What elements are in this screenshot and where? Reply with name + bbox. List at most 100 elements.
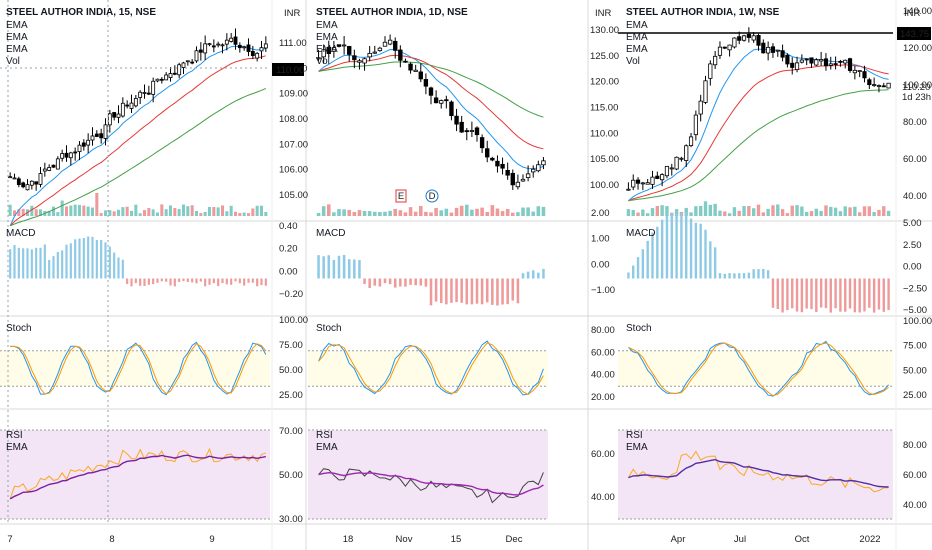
price-scale-label: 107.00 bbox=[279, 139, 308, 150]
volume-bar bbox=[708, 204, 713, 216]
candle-body bbox=[770, 46, 776, 53]
volume-bar bbox=[505, 208, 510, 216]
volume-bar bbox=[82, 205, 86, 216]
candle-body bbox=[413, 69, 418, 72]
candle-body bbox=[86, 139, 91, 146]
volume-bar bbox=[454, 207, 459, 216]
volume-bar bbox=[660, 205, 664, 216]
volume-bar bbox=[207, 206, 212, 216]
stoch-band bbox=[618, 350, 893, 387]
candle-body bbox=[515, 181, 521, 188]
stoch-k-line bbox=[318, 340, 544, 396]
rsi-label: RSI bbox=[316, 430, 333, 441]
rsi-scale-label: 60.00 bbox=[903, 470, 927, 481]
volume-bar bbox=[886, 210, 891, 216]
candle-body bbox=[520, 178, 526, 182]
candle-body bbox=[766, 46, 771, 54]
candle-body bbox=[814, 59, 819, 66]
price-scale-label: 109.00 bbox=[279, 89, 308, 100]
legend-label: Vol bbox=[626, 56, 640, 67]
candle-body bbox=[216, 43, 221, 46]
candle-body bbox=[843, 59, 848, 64]
macd-label: MACD bbox=[6, 228, 35, 239]
volume-bar bbox=[362, 211, 367, 216]
candle-body bbox=[727, 44, 732, 51]
dividend-marker[interactable] bbox=[425, 189, 439, 203]
candle-body bbox=[16, 178, 21, 185]
volume-bar bbox=[51, 206, 56, 216]
volume-bar bbox=[459, 205, 464, 216]
candle-body bbox=[737, 36, 742, 41]
candle-body bbox=[155, 78, 160, 82]
price-scale-label: 125.00 bbox=[590, 51, 619, 62]
candle-body bbox=[536, 164, 541, 172]
candle-body bbox=[250, 50, 255, 57]
time-axis-label: 9 bbox=[209, 534, 214, 545]
volume-bar bbox=[857, 212, 862, 216]
candle-body bbox=[531, 168, 536, 173]
candle-body bbox=[372, 51, 377, 54]
candle-body bbox=[237, 44, 242, 49]
candle-body bbox=[159, 78, 164, 81]
volume-bar bbox=[147, 208, 151, 216]
earnings-marker-label[interactable]: E bbox=[398, 191, 404, 202]
candle-body bbox=[47, 167, 52, 171]
candle-body bbox=[81, 142, 86, 147]
rsi-scale-label: 60.00 bbox=[591, 449, 615, 460]
candle-body bbox=[21, 182, 26, 188]
candle-body bbox=[684, 145, 689, 161]
candle-body bbox=[246, 44, 251, 52]
price-scale-label: 120.00 bbox=[590, 77, 619, 88]
macd-scale-label: 0.00 bbox=[591, 259, 610, 270]
candle-body bbox=[449, 101, 454, 117]
candle-body bbox=[847, 58, 853, 71]
candle-body bbox=[151, 80, 156, 95]
volume-bar bbox=[833, 207, 838, 216]
rsi-line bbox=[318, 468, 544, 504]
candle-body bbox=[464, 130, 469, 133]
volume-bar bbox=[737, 210, 741, 216]
candle-body bbox=[780, 50, 785, 58]
volume-bar bbox=[403, 212, 408, 216]
volume-bar bbox=[155, 212, 160, 216]
macd-scale-label: 2.50 bbox=[903, 240, 922, 251]
dividend-marker-label[interactable]: D bbox=[429, 191, 436, 202]
volume-bar bbox=[626, 209, 631, 216]
rsi-scale-label: 30.00 bbox=[279, 514, 303, 525]
volume-bar bbox=[771, 205, 775, 216]
candle-body bbox=[418, 71, 423, 80]
candle-body bbox=[233, 36, 238, 45]
candle-body bbox=[439, 100, 444, 104]
candle-body bbox=[756, 34, 761, 46]
volume-bar bbox=[470, 209, 474, 216]
volume-bar bbox=[795, 205, 799, 216]
volume-bar bbox=[60, 200, 64, 216]
price-scale-label: 105.00 bbox=[279, 190, 308, 201]
volume-bar bbox=[480, 207, 484, 216]
rsi-ema-line bbox=[9, 454, 266, 500]
chart-title: STEEL AUTHOR INDIA, 1D, NSE bbox=[316, 7, 468, 18]
volume-bar bbox=[872, 212, 876, 216]
volume-bar bbox=[838, 211, 843, 216]
volume-bar bbox=[650, 208, 655, 216]
candle-body bbox=[362, 58, 367, 64]
stoch-scale-label: 50.00 bbox=[279, 365, 303, 376]
volume-bar bbox=[21, 208, 25, 216]
volume-bar bbox=[655, 205, 660, 216]
candle-body bbox=[872, 84, 877, 86]
volume-bar bbox=[316, 212, 321, 216]
time-axis-label: 18 bbox=[343, 534, 354, 545]
volume-bar bbox=[408, 207, 413, 216]
price-scale-label: 60.00 bbox=[903, 154, 927, 165]
earnings-marker[interactable] bbox=[395, 189, 407, 203]
volume-bar bbox=[631, 210, 635, 216]
candle-body bbox=[146, 92, 151, 95]
macd-scale-label: 0.00 bbox=[903, 262, 922, 273]
volume-bar bbox=[134, 204, 138, 216]
candle-body bbox=[321, 49, 326, 58]
stoch-scale-label: 25.00 bbox=[903, 390, 927, 401]
candle-body bbox=[485, 148, 490, 158]
volume-bar bbox=[723, 211, 727, 216]
volume-bar bbox=[216, 207, 220, 216]
rsi-band bbox=[308, 430, 548, 519]
